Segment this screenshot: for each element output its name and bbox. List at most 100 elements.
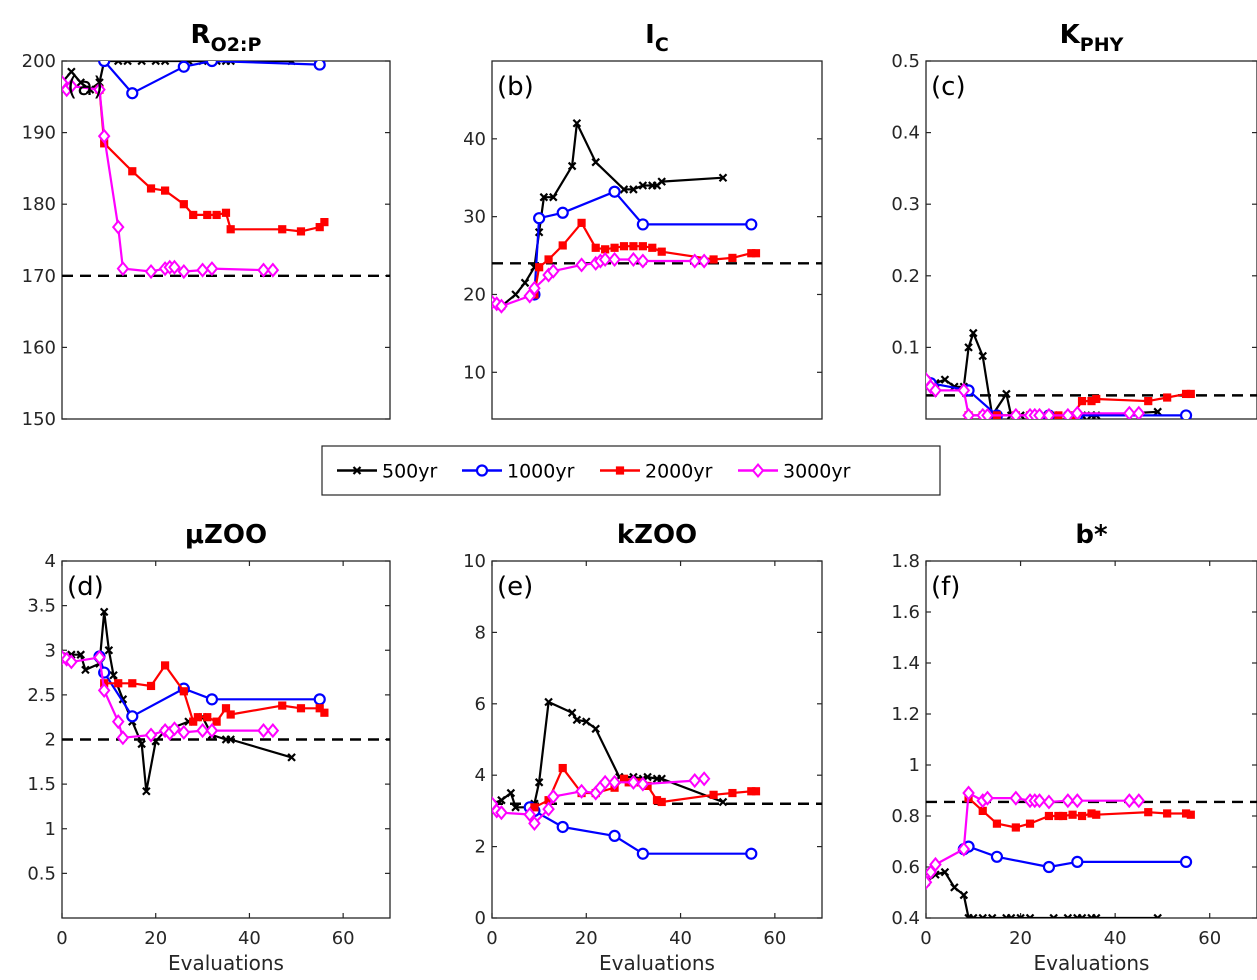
data-point xyxy=(93,82,106,98)
data-point xyxy=(104,645,114,655)
series-2000yr xyxy=(530,218,761,299)
data-point xyxy=(313,61,326,71)
x-axis-label: Evaluations xyxy=(1034,951,1150,975)
data-point xyxy=(137,61,146,66)
series-500yr xyxy=(492,118,728,311)
data-point xyxy=(558,241,567,250)
data-point xyxy=(315,704,324,713)
x-tick-label: 20 xyxy=(1009,928,1032,949)
y-tick-label: 1.4 xyxy=(891,653,920,674)
y-tick-label: 180 xyxy=(22,194,56,215)
y-tick-label: 2 xyxy=(475,837,486,858)
data-point xyxy=(511,290,520,299)
data-point xyxy=(608,185,621,198)
y-tick-label: 170 xyxy=(22,266,56,287)
data-point xyxy=(76,650,86,659)
data-point xyxy=(959,890,969,900)
series-line xyxy=(104,664,326,723)
data-point xyxy=(962,785,975,801)
y-tick-label: 40 xyxy=(463,129,486,150)
data-point xyxy=(546,263,560,279)
data-point xyxy=(728,788,737,798)
plot-area xyxy=(492,118,822,314)
data-point xyxy=(160,61,170,66)
legend-label: 2000yr xyxy=(645,461,713,483)
data-point xyxy=(648,243,657,252)
data-point xyxy=(598,774,612,790)
data-point xyxy=(1071,855,1084,869)
panel-1: 150 160 170 180 190 200 RO2:P (a) xyxy=(22,20,391,430)
y-tick-label: 2 xyxy=(45,730,56,751)
y-tick-label: 0.3 xyxy=(891,194,920,215)
data-point xyxy=(196,723,209,739)
data-point xyxy=(1132,405,1146,419)
legend-marker xyxy=(475,464,489,477)
data-point xyxy=(76,78,86,87)
data-point xyxy=(718,797,728,807)
data-point xyxy=(575,257,588,273)
data-point xyxy=(495,298,508,314)
data-point xyxy=(179,200,188,209)
data-point xyxy=(1049,913,1058,918)
data-point xyxy=(608,829,621,842)
data-point xyxy=(610,243,619,252)
panel-3: 0.1 0.2 0.3 0.4 0.5 KPHY (c) xyxy=(891,20,1257,420)
data-point xyxy=(636,776,650,792)
axes-box xyxy=(61,60,391,420)
data-point xyxy=(572,118,582,128)
data-point xyxy=(627,251,640,268)
y-tick-label: 1 xyxy=(45,819,56,840)
y-tick-label: 0.8 xyxy=(891,806,920,827)
data-point xyxy=(221,704,231,713)
data-point xyxy=(688,253,702,269)
data-point xyxy=(278,225,287,234)
data-point xyxy=(1033,793,1046,809)
data-point xyxy=(657,177,666,186)
series-3000yr xyxy=(926,372,1146,419)
data-point xyxy=(116,730,130,746)
data-point xyxy=(1059,811,1068,821)
y-tick-label: 20 xyxy=(463,284,486,305)
data-point xyxy=(93,649,106,665)
panel-title: RO2:P xyxy=(191,20,262,56)
data-point xyxy=(957,841,971,857)
panel-title: kZOO xyxy=(617,520,697,550)
x-tick-label: 60 xyxy=(1198,928,1221,949)
data-point xyxy=(266,262,280,278)
data-point xyxy=(636,847,649,860)
data-point xyxy=(929,382,942,398)
data-point xyxy=(940,375,950,384)
data-point xyxy=(313,693,326,706)
data-point xyxy=(320,218,329,227)
data-point xyxy=(1179,409,1193,419)
data-point xyxy=(709,790,718,799)
data-point xyxy=(1042,407,1056,419)
data-point xyxy=(718,173,728,183)
legend-marker xyxy=(615,466,625,475)
series-3000yr xyxy=(926,785,1146,890)
y-tick-label: 150 xyxy=(22,409,56,430)
y-tick-label: 4 xyxy=(45,551,56,572)
data-point xyxy=(177,263,191,280)
panel-label: (d) xyxy=(67,572,104,602)
x-tick-label: 40 xyxy=(238,928,261,949)
data-point xyxy=(745,218,758,231)
data-point xyxy=(598,251,612,268)
y-tick-label: 0 xyxy=(475,908,486,929)
data-point xyxy=(144,263,158,280)
data-point xyxy=(142,786,151,796)
y-tick-label: 3.5 xyxy=(27,596,56,617)
data-point xyxy=(957,382,971,398)
panel-5: 0 2 4 6 8 10 0 20 40 60 Evaluations kZOO (e) xyxy=(463,520,823,975)
data-point xyxy=(205,693,219,706)
panel-title: μZOO xyxy=(185,520,267,550)
data-point xyxy=(992,819,1002,828)
data-point xyxy=(111,219,125,235)
data-point xyxy=(627,774,640,790)
x-tick-label: 40 xyxy=(669,928,692,949)
data-point xyxy=(534,778,544,787)
data-point xyxy=(987,913,997,918)
data-point xyxy=(189,210,198,220)
data-point xyxy=(1033,407,1046,419)
data-point xyxy=(535,263,544,272)
